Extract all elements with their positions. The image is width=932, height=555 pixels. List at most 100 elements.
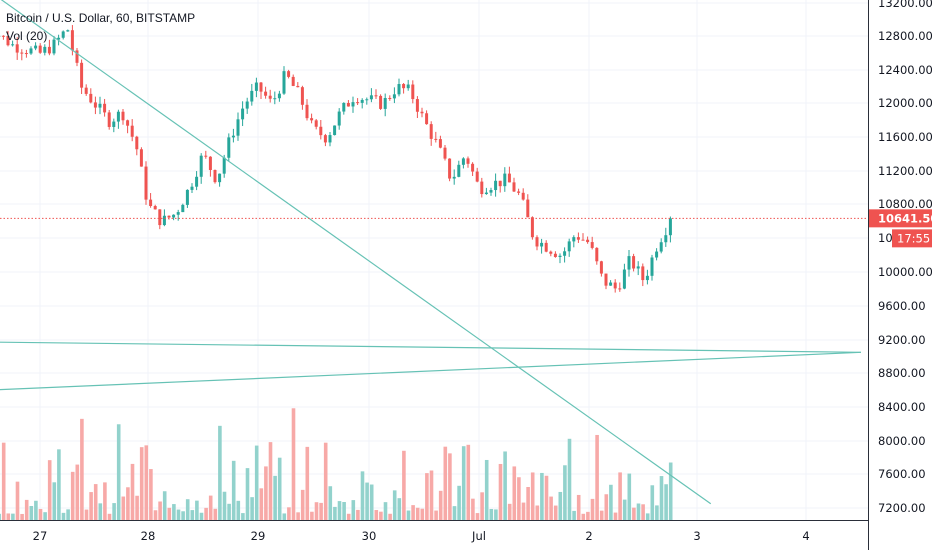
trendlines[interactable] (0, 0, 861, 504)
volume-bar (480, 492, 484, 520)
volume-bar (605, 494, 609, 520)
candle (379, 94, 382, 110)
candle (554, 251, 557, 257)
candle-body (517, 191, 520, 192)
grid (0, 0, 868, 520)
trendline[interactable] (0, 0, 711, 504)
candle-body (618, 288, 621, 289)
volume-bar (71, 472, 75, 520)
candle-body (623, 270, 626, 289)
candle-body (181, 205, 184, 212)
candle (416, 96, 419, 118)
countdown-tag: 17:55 (897, 231, 930, 245)
volume-bar (586, 512, 590, 520)
time-tick-label: 27 (33, 529, 48, 543)
candle (154, 205, 157, 210)
trendline[interactable] (0, 341, 861, 352)
candle-body (572, 237, 575, 241)
candle-body (287, 71, 290, 77)
volume-bar (655, 505, 659, 520)
price-axis[interactable]: 13200.0012800.0012400.0012000.0011600.00… (869, 0, 932, 550)
volume-bar (513, 466, 517, 520)
candle (457, 161, 460, 178)
candle-body (85, 88, 88, 94)
candle (632, 254, 635, 272)
volume-bar (462, 446, 466, 520)
candle (246, 98, 249, 114)
volume-bar (379, 512, 383, 520)
price-tick-label: 12000.00 (878, 96, 932, 110)
volume-bar (292, 408, 296, 520)
candle-body (664, 235, 667, 242)
price-tick-label: 12400.00 (878, 63, 932, 77)
candle-body (145, 167, 148, 200)
volume-bar (591, 499, 595, 520)
volume-bar (444, 447, 448, 520)
volume-bar (421, 509, 425, 520)
trendline[interactable] (0, 352, 861, 392)
candle (411, 80, 414, 103)
candle (255, 78, 258, 97)
candle-body (283, 71, 286, 93)
candle (545, 240, 548, 252)
candle-body (255, 83, 258, 91)
volume-bar (209, 496, 213, 520)
volume-bar (508, 504, 512, 520)
candle (609, 280, 612, 286)
candle (287, 70, 290, 79)
candle-body (338, 112, 341, 126)
candle (430, 121, 433, 146)
volume-bar (99, 503, 103, 520)
candle-body (209, 157, 212, 170)
candle-body (508, 174, 511, 183)
symbol-title[interactable]: Bitcoin / U.S. Dollar, 60, BITSTAMP (6, 9, 195, 27)
candle (628, 250, 631, 277)
candle (375, 89, 378, 99)
volume-bar (600, 511, 604, 520)
volume-indicator-label[interactable]: Vol (20) (6, 27, 195, 45)
candle (260, 82, 263, 99)
candle-body (591, 242, 594, 248)
volume-bar (172, 504, 176, 520)
volume-bar (163, 491, 167, 520)
candle (122, 109, 125, 125)
candle-body (628, 256, 631, 269)
volume-bar (48, 460, 52, 520)
candle (499, 181, 502, 193)
candle (540, 239, 543, 254)
volume-bar (204, 508, 208, 520)
candle (402, 83, 405, 94)
candle (669, 217, 672, 243)
volume-bar (494, 509, 498, 520)
candle-body (609, 283, 612, 286)
candle (324, 134, 327, 146)
candle-body (444, 148, 447, 159)
time-tick-label: 30 (362, 529, 377, 543)
candle-body (503, 174, 506, 187)
volume-bar (214, 509, 218, 520)
candle (172, 214, 175, 220)
candle-body (347, 103, 350, 106)
candle-body (186, 190, 189, 205)
candle (453, 169, 456, 184)
volume-bar (342, 502, 346, 520)
candle-body (600, 261, 603, 273)
volume-bar (559, 492, 563, 520)
candle (664, 228, 667, 247)
candle-body (25, 53, 28, 54)
candle (352, 97, 355, 113)
candle-body (99, 104, 102, 108)
volume-bar (135, 496, 139, 520)
candle (131, 119, 134, 141)
candle (365, 98, 368, 105)
candle-body (301, 87, 304, 105)
candle (398, 79, 401, 97)
volume-bar (457, 486, 461, 520)
candle (333, 125, 336, 135)
candle-body (490, 190, 493, 193)
candle (145, 161, 148, 205)
candle (163, 209, 166, 226)
